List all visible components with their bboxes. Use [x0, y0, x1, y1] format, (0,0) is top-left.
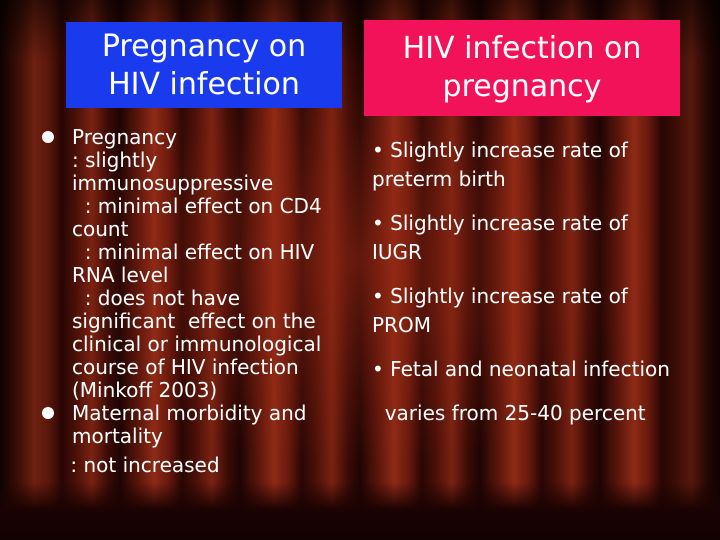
left-bullet-heading: Pregnancy — [72, 125, 177, 149]
stage-floor — [0, 482, 720, 540]
right-item-line: • Fetal and neonatal infection — [372, 357, 670, 381]
left-bullet-heading: Maternal morbidity and — [72, 401, 307, 425]
right-item-line: • Slightly increase rate of — [372, 211, 628, 235]
left-line: course of HIV infection — [72, 355, 299, 379]
right-item-fetal: • Fetal and neonatal infection — [372, 355, 702, 384]
right-column: • Slightly increase rate of preterm birt… — [372, 136, 702, 428]
right-item-line: • Slightly increase rate of — [372, 138, 628, 162]
right-item-prom: • Slightly increase rate of PROM — [372, 282, 702, 340]
left-line: (Minkoff 2003) — [72, 378, 218, 402]
right-item-line: IUGR — [372, 240, 422, 264]
left-bullet-pregnancy: Pregnancy : slightly immunosuppressive :… — [0, 126, 350, 402]
right-item-line: PROM — [372, 313, 431, 337]
right-item-line: preterm birth — [372, 167, 506, 191]
title-right-box: HIV infection on pregnancy — [364, 20, 680, 116]
left-line: mortality — [72, 424, 163, 448]
left-line: clinical or immunological — [72, 332, 322, 356]
bullet-dot-icon — [42, 407, 54, 419]
title-right-line-1: HIV infection on — [402, 31, 642, 66]
left-line: count — [72, 217, 129, 241]
right-item-iugr: • Slightly increase rate of IUGR — [372, 209, 702, 267]
title-left-line-2: HIV infection — [108, 67, 300, 102]
left-line: : does not have — [72, 286, 241, 310]
left-line: RNA level — [72, 263, 169, 287]
right-trailing-text: varies from 25-40 percent — [372, 401, 646, 425]
left-line: significant effect on the — [72, 309, 316, 333]
title-right-line-2: pregnancy — [442, 69, 602, 104]
bullet-dot-icon — [42, 131, 54, 143]
left-line: : not increased — [64, 453, 220, 477]
right-item-preterm: • Slightly increase rate of preterm birt… — [372, 136, 702, 194]
right-item-line: • Slightly increase rate of — [372, 284, 628, 308]
left-line: : slightly — [72, 148, 158, 172]
left-column: Pregnancy : slightly immunosuppressive :… — [0, 126, 350, 477]
left-line: immunosuppressive — [72, 171, 274, 195]
title-left-line-1: Pregnancy on — [101, 29, 307, 64]
left-line: : minimal effect on CD4 — [72, 194, 322, 218]
left-line: : minimal effect on HIV — [72, 240, 315, 264]
left-bullet-maternal: Maternal morbidity and mortality : not i… — [0, 402, 350, 477]
title-left-box: Pregnancy on HIV infection — [66, 22, 342, 108]
